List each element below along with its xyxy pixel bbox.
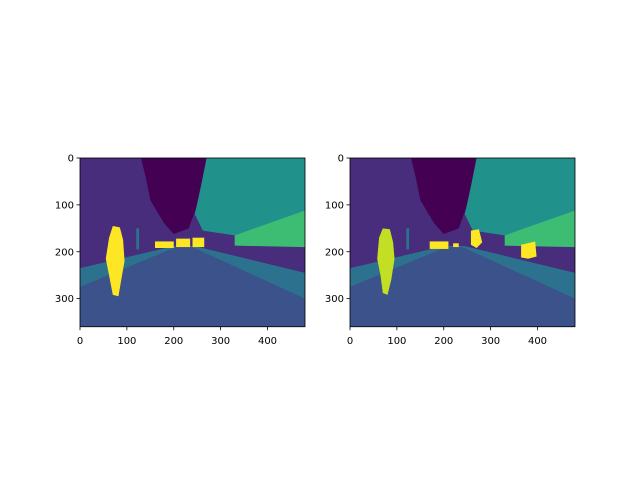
x-tick-label: 300 xyxy=(211,336,230,347)
x-tick-label: 200 xyxy=(164,336,183,347)
axes-frame xyxy=(349,157,576,328)
y-tick-label: 200 xyxy=(55,247,74,258)
x-tick-label: 300 xyxy=(481,336,500,347)
x-tick-label: 100 xyxy=(117,336,136,347)
x-tick-label: 400 xyxy=(528,336,547,347)
y-tick-label: 0 xyxy=(338,154,344,165)
x-tick-label: 400 xyxy=(258,336,277,347)
y-tick-label: 100 xyxy=(325,200,344,211)
image xyxy=(350,158,575,327)
x-tick-label: 200 xyxy=(434,336,453,347)
y-tick-label: 300 xyxy=(55,294,74,305)
axes-frame xyxy=(79,157,306,328)
y-tick-label: 300 xyxy=(325,294,344,305)
image xyxy=(80,158,305,327)
x-tick-label: 0 xyxy=(77,336,83,347)
y-tick-label: 200 xyxy=(325,247,344,258)
y-tick-label: 100 xyxy=(55,200,74,211)
x-tick-label: 0 xyxy=(347,336,353,347)
y-tick-label: 0 xyxy=(68,154,74,165)
x-tick-label: 100 xyxy=(387,336,406,347)
